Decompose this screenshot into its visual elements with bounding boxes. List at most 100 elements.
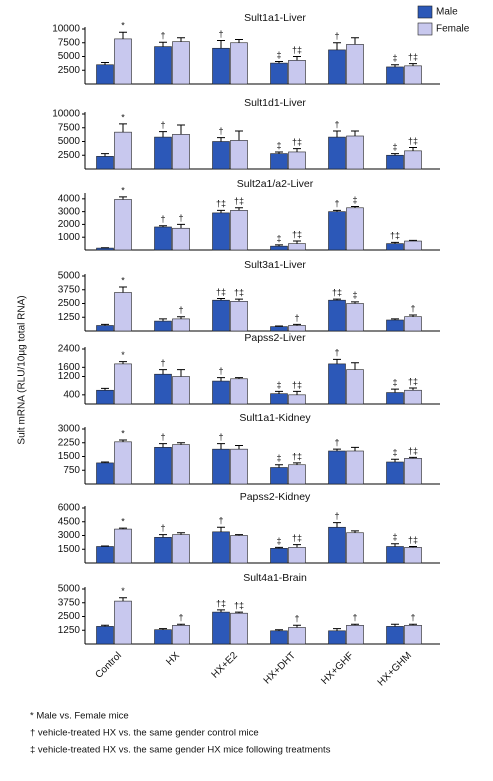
- error-bar: [217, 527, 225, 532]
- error-bar: [293, 149, 301, 152]
- significance-mark: †: [410, 613, 415, 623]
- significance-mark: ‡: [392, 53, 397, 63]
- error-bar: [235, 131, 243, 140]
- bar: [271, 246, 288, 250]
- y-tick-label: 1000: [58, 232, 81, 243]
- bar: [329, 364, 346, 404]
- significance-mark: †: [334, 31, 339, 41]
- legend-label: Male: [436, 7, 458, 18]
- bar: [115, 364, 132, 404]
- significance-mark: ‡: [352, 195, 357, 205]
- bar: [387, 393, 404, 404]
- bar: [405, 317, 422, 331]
- bar: [97, 248, 114, 250]
- bar: [289, 547, 306, 563]
- bar: [97, 326, 114, 332]
- error-bar: [177, 370, 185, 377]
- significance-mark: †: [218, 29, 223, 39]
- significance-mark: †: [218, 516, 223, 526]
- bar: [387, 244, 404, 250]
- bar: [329, 631, 346, 644]
- y-tick-label: 5000: [58, 51, 81, 62]
- bar: [97, 626, 114, 644]
- error-bar: [235, 446, 243, 450]
- y-tick-label: 3750: [58, 284, 81, 295]
- significance-mark: †‡: [408, 136, 418, 146]
- bar: [289, 465, 306, 484]
- significance-mark: *: [121, 428, 125, 438]
- significance-mark: †‡: [390, 231, 400, 241]
- error-bar: [351, 447, 359, 451]
- error-bar: [217, 138, 225, 142]
- significance-mark: †‡: [332, 287, 342, 297]
- bar: [97, 390, 114, 404]
- significance-mark: †‡: [408, 376, 418, 386]
- significance-mark: †‡: [292, 380, 302, 390]
- bar: [213, 532, 230, 563]
- error-bar: [391, 544, 399, 547]
- error-bar: [217, 210, 225, 213]
- significance-mark: †‡: [292, 451, 302, 461]
- significance-mark: †: [334, 511, 339, 521]
- y-axis-label: Sult mRNA (RLU/10µg total RNA): [17, 295, 28, 444]
- bar: [347, 625, 364, 644]
- significance-mark: ‡: [276, 140, 281, 150]
- bar: [97, 463, 114, 484]
- bar: [231, 301, 248, 331]
- y-tick-label: 7500: [58, 37, 81, 48]
- bar: [231, 379, 248, 404]
- bar: [271, 631, 288, 644]
- bar: [97, 65, 114, 84]
- significance-mark: ‡: [392, 448, 397, 458]
- significance-mark: †: [160, 358, 165, 368]
- significance-mark: †: [178, 305, 183, 315]
- significance-mark: †: [178, 213, 183, 223]
- bar: [231, 449, 248, 484]
- error-bar: [293, 241, 301, 244]
- y-tick-label: 5000: [58, 136, 81, 147]
- significance-mark: †: [334, 199, 339, 209]
- significance-mark: †: [218, 126, 223, 136]
- y-tick-label: 2500: [58, 65, 81, 76]
- bar: [387, 462, 404, 484]
- bar: [271, 63, 288, 84]
- panel-title: Sult4a1-Brain: [243, 572, 307, 584]
- bar: [173, 319, 190, 331]
- y-tick-label: 3000: [58, 530, 81, 541]
- bar: [289, 244, 306, 250]
- x-tick-label: HX+GHM: [376, 650, 414, 688]
- significance-mark: ‡: [392, 377, 397, 387]
- bar: [387, 626, 404, 644]
- significance-mark: †: [334, 119, 339, 129]
- y-tick-label: 1600: [58, 362, 81, 373]
- y-tick-label: 6000: [58, 503, 81, 514]
- bar: [347, 533, 364, 563]
- error-bar: [391, 65, 399, 67]
- error-bar: [333, 43, 341, 50]
- significance-mark: †‡: [292, 229, 302, 239]
- error-bar: [293, 391, 301, 394]
- error-bar: [159, 444, 167, 448]
- bar: [173, 377, 190, 405]
- panel-title: Sult1a1-Liver: [244, 12, 306, 24]
- significance-mark: †: [294, 313, 299, 323]
- error-bar: [333, 359, 341, 364]
- error-bar: [235, 39, 243, 42]
- bar: [405, 66, 422, 84]
- y-tick-label: 750: [63, 465, 80, 476]
- bar: [387, 155, 404, 169]
- legend-swatch: [418, 6, 432, 18]
- error-bar: [409, 388, 417, 390]
- significance-mark: *: [121, 21, 125, 31]
- significance-mark: †: [410, 303, 415, 313]
- error-bar: [333, 629, 341, 631]
- error-bar: [409, 64, 417, 66]
- bar: [387, 547, 404, 564]
- bar: [173, 42, 190, 84]
- bar: [213, 449, 230, 484]
- bar: [271, 548, 288, 563]
- significance-mark: †: [160, 120, 165, 130]
- bar: [97, 547, 114, 564]
- bar: [231, 210, 248, 250]
